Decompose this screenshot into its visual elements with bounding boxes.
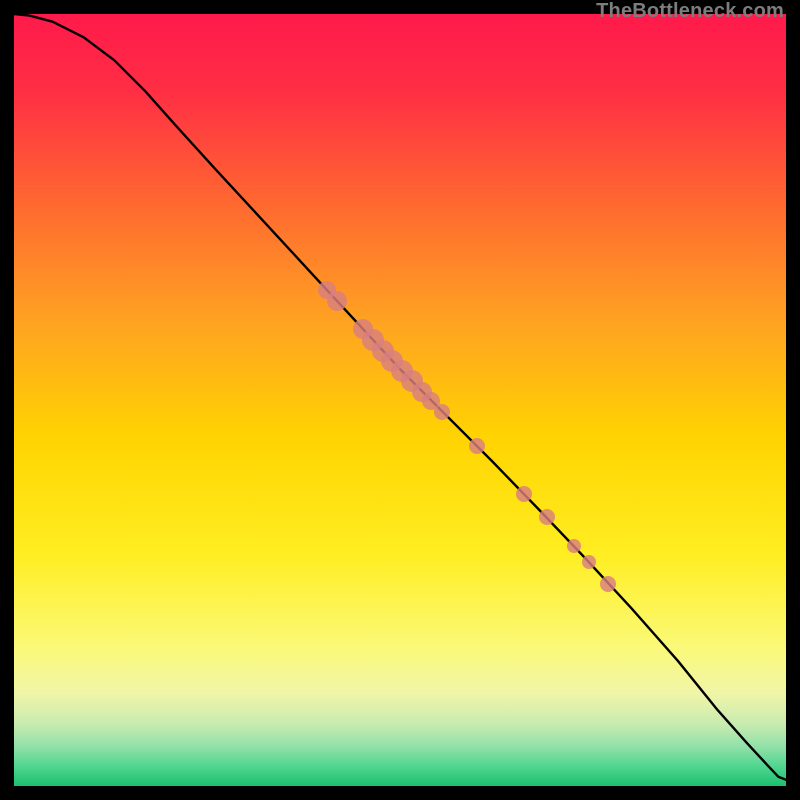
bottleneck-curve: [14, 14, 786, 780]
curve-layer: [14, 14, 786, 786]
data-marker: [469, 438, 485, 454]
data-marker: [327, 291, 347, 311]
watermark-text: TheBottleneck.com: [596, 0, 784, 23]
data-marker: [582, 555, 596, 569]
data-marker: [434, 404, 450, 420]
data-marker: [516, 486, 532, 502]
chart-canvas: TheBottleneck.com: [0, 0, 800, 800]
data-marker: [567, 539, 581, 553]
plot-area: [14, 14, 786, 786]
data-marker: [539, 509, 555, 525]
data-marker: [600, 576, 616, 592]
